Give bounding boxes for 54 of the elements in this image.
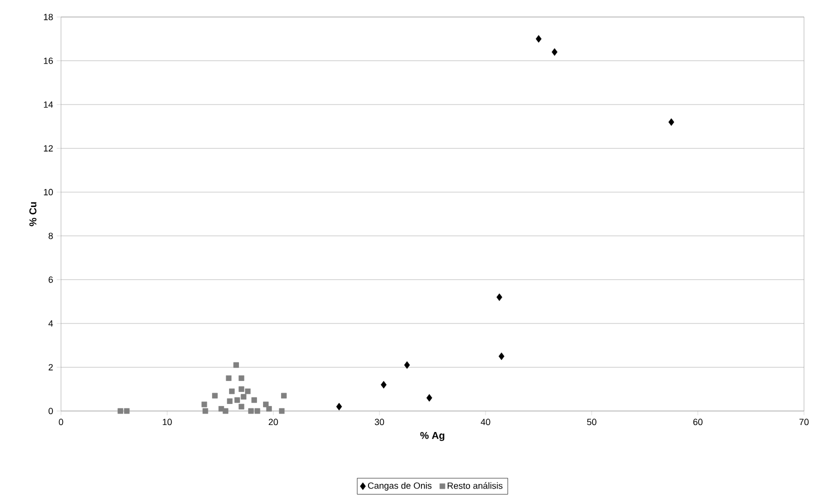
x-tick-label: 40: [480, 418, 490, 426]
point: [226, 375, 232, 381]
point: [222, 408, 228, 414]
point: [263, 402, 269, 408]
point: [496, 293, 502, 301]
y-tick-label: 12: [44, 145, 53, 152]
point: [426, 394, 432, 402]
point: [202, 408, 208, 414]
y-tick-label: 16: [44, 58, 53, 64]
point: [238, 375, 244, 381]
y-tick-label: 10: [44, 188, 53, 196]
point: [536, 35, 542, 43]
x-tick-label: 30: [374, 418, 384, 426]
point: [404, 361, 410, 369]
point: [226, 398, 233, 404]
y-tick-label: 6: [48, 276, 53, 283]
point: [668, 118, 674, 126]
legend-label: Cangas de Onis: [368, 482, 432, 491]
point: [238, 404, 244, 410]
y-tick-label: 18: [44, 14, 53, 20]
point: [234, 397, 240, 403]
x-tick-label: 60: [693, 418, 702, 426]
point: [251, 397, 257, 403]
y-tick-label: 8: [48, 232, 53, 240]
y-tick-label: 4: [48, 320, 53, 327]
x-tick-label: 50: [587, 418, 596, 426]
point: [238, 386, 244, 392]
point: [380, 380, 387, 389]
point: [552, 48, 558, 56]
point: [266, 406, 272, 412]
point: [240, 394, 246, 400]
x-tick-label: 20: [268, 418, 278, 426]
point: [212, 392, 218, 398]
point: [202, 402, 208, 408]
point: [498, 352, 504, 360]
point: [254, 408, 260, 414]
legend-label: Resto análisis: [448, 482, 502, 489]
point: [248, 408, 254, 414]
y-tick-label: 2: [48, 364, 53, 370]
x-axis-title: % Ag: [420, 432, 444, 441]
y-tick-label: 14: [44, 101, 53, 108]
point: [233, 362, 239, 368]
point: [278, 408, 285, 414]
x-tick-label: 0: [58, 418, 64, 426]
y-axis-title: % Cu: [29, 202, 36, 226]
point: [118, 408, 124, 414]
point: [124, 408, 130, 414]
x-tick-label: 70: [799, 418, 809, 426]
point: [281, 392, 287, 398]
point: [245, 388, 251, 394]
point: [336, 402, 342, 410]
y-tick-label: 0: [48, 408, 53, 414]
x-tick-label: 10: [162, 418, 172, 426]
point: [229, 388, 235, 394]
